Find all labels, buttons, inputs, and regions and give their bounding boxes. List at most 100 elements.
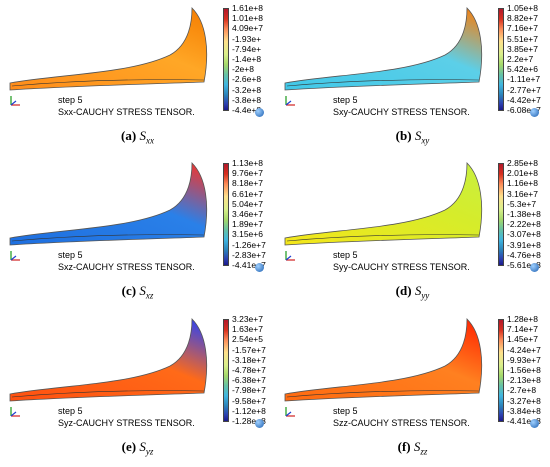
colorbar-tick: 2.85e+8 xyxy=(507,159,538,168)
step-label: step 5 xyxy=(333,250,358,260)
colorbar-ticks: 1.05e+8 8.82e+7 7.16e+7 5.51e+7 3.85e+7 2.2e+… xyxy=(507,4,550,116)
caption-symbol: S xyxy=(139,283,146,298)
caption-label: (f) xyxy=(397,439,411,454)
colorbar-tick: 5.42e+6 xyxy=(507,65,538,75)
axis-triad-icon xyxy=(285,407,295,417)
colorbar-tick: -4.4e+8 xyxy=(232,106,262,115)
subfigure-caption: (c) Sxz xyxy=(0,283,275,301)
colorbar-tick: 2.2e+7 xyxy=(507,55,534,64)
caption-label: (d) xyxy=(395,283,412,298)
caption-symbol: S xyxy=(139,128,146,143)
colorbar-tick: -4.41e+7 xyxy=(232,261,266,270)
colorbar-tick: -2.77e+7 xyxy=(507,85,541,95)
colorbar-tick: 2.54e+5 xyxy=(232,335,263,345)
panel-title: Syy-CAUCHY STRESS TENSOR. xyxy=(333,262,470,272)
caption-subscript: xy xyxy=(421,135,430,146)
panel-d: step 5 Syy-CAUCHY STRESS TENSOR. 2.85e+8 2.… xyxy=(275,155,550,310)
blade-shape xyxy=(284,318,483,402)
colorbar-tick: -4.42e+7 xyxy=(507,95,541,105)
colorbar-tick: -3.07e+8 xyxy=(507,230,541,240)
blade-shape xyxy=(9,7,208,91)
subfigure-caption: (e) Syz xyxy=(0,439,275,457)
colorbar-tick: -7.94e+ xyxy=(232,44,262,54)
caption-label: (e) xyxy=(121,439,137,454)
colorbar-tick: -2.7e+8 xyxy=(507,386,537,396)
panel-a: step 5 Sxx-CAUCHY STRESS TENSOR. 1.61e+8 1.… xyxy=(0,0,275,155)
colorbar-tick: -7.98e+7 xyxy=(232,386,266,396)
colorbar-tick: -1.11e+7 xyxy=(507,75,541,85)
caption-symbol: S xyxy=(414,128,422,143)
colorbar-tick: -1.28e+8 xyxy=(232,417,266,426)
colorbar-tick: 5.51e+7 xyxy=(507,34,538,44)
step-label: step 5 xyxy=(58,95,83,105)
colorbar-tick: 1.61e+8 xyxy=(232,4,263,13)
colorbar-ticks: 3.23e+7 1.63e+7 2.54e+5 -1.57e+7 -3.18e+7 -4.… xyxy=(232,315,275,427)
colorbar xyxy=(223,163,229,266)
colorbar-tick: 3.46e+7 xyxy=(232,210,263,219)
colorbar-tick: 7.16e+7 xyxy=(507,24,538,34)
caption-symbol: S xyxy=(414,283,422,298)
step-label: step 5 xyxy=(333,95,358,105)
panel-title: Sxz-CAUCHY STRESS TENSOR. xyxy=(58,262,195,272)
blade-shape xyxy=(9,162,208,246)
colorbar xyxy=(498,319,504,422)
colorbar-tick: 8.82e+7 xyxy=(507,14,538,24)
colorbar-tick: -5.3e+7 xyxy=(507,199,537,209)
colorbar-tick: 3.23e+7 xyxy=(232,315,263,324)
subfigure-caption: (a) Sxx xyxy=(0,128,275,146)
caption-subscript: xz xyxy=(145,290,154,301)
colorbar-ticks: 1.28e+8 7.14e+7 1.45e+7 -4.24e+7 -9.93e+7 -1.… xyxy=(507,315,550,427)
colorbar-tick: 1.16e+8 xyxy=(507,179,538,189)
axis-triad-icon xyxy=(285,96,295,106)
colorbar xyxy=(498,8,504,111)
colorbar-tick: -1.26e+7 xyxy=(232,240,266,250)
colorbar-tick: -2.22e+8 xyxy=(507,220,541,230)
colorbar-tick: -6.08e+7 xyxy=(507,106,541,115)
colorbar-tick: -1.56e+8 xyxy=(507,366,541,375)
globe-icon xyxy=(255,263,264,272)
panel-c: step 5 Sxz-CAUCHY STRESS TENSOR. 1.13e+8 9.… xyxy=(0,155,275,310)
axis-triad-icon xyxy=(285,251,295,261)
panel-b: step 5 Sxy-CAUCHY STRESS TENSOR. 1.05e+8 8.… xyxy=(275,0,550,155)
step-label: step 5 xyxy=(333,406,358,416)
colorbar-tick: -9.93e+7 xyxy=(507,355,541,365)
subfigure-caption: (b) Sxy xyxy=(275,128,550,146)
colorbar-tick: -9.58e+7 xyxy=(232,396,266,406)
colorbar-tick: -3.84e+8 xyxy=(507,406,541,416)
globe-icon xyxy=(255,108,264,117)
colorbar-tick: -1.38e+8 xyxy=(507,210,541,219)
globe-icon xyxy=(530,263,539,272)
colorbar-tick: 8.18e+7 xyxy=(232,179,263,189)
colorbar-tick: -2.13e+8 xyxy=(507,376,541,386)
colorbar-tick: -4.24e+7 xyxy=(507,345,541,355)
globe-icon xyxy=(255,419,264,428)
caption-subscript: xx xyxy=(145,135,154,146)
colorbar-tick: -4.76e+8 xyxy=(507,250,541,260)
colorbar-tick: 7.14e+7 xyxy=(507,325,538,335)
colorbar xyxy=(223,8,229,111)
colorbar-tick: -1.57e+7 xyxy=(232,345,266,355)
colorbar-tick: 6.61e+7 xyxy=(232,189,263,199)
panel-e: step 5 Syz-CAUCHY STRESS TENSOR. 3.23e+7 1.… xyxy=(0,311,275,466)
caption-label: (b) xyxy=(395,128,412,143)
blade-shape xyxy=(9,318,208,402)
caption-label: (a) xyxy=(121,128,137,143)
subfigure-caption: (f) Szz xyxy=(275,439,550,457)
colorbar-tick: 1.45e+7 xyxy=(507,335,538,345)
panel-title: Syz-CAUCHY STRESS TENSOR. xyxy=(58,418,195,428)
colorbar-tick: -4.41e+8 xyxy=(507,417,541,426)
globe-icon xyxy=(530,419,539,428)
colorbar xyxy=(498,163,504,266)
colorbar-tick: 1.28e+8 xyxy=(507,315,538,324)
caption-subscript: zz xyxy=(420,446,428,457)
subfigure-caption: (d) Syy xyxy=(275,283,550,301)
panel-title: Szz-CAUCHY STRESS TENSOR. xyxy=(333,418,470,428)
colorbar-tick: -2e+8 xyxy=(232,65,254,75)
colorbar-tick: -3.8e+8 xyxy=(232,95,262,105)
colorbar-tick: -2.83e+7 xyxy=(232,250,266,260)
colorbar-tick: -3.27e+8 xyxy=(507,396,541,406)
colorbar-tick: 9.76e+7 xyxy=(232,169,263,179)
caption-subscript: yy xyxy=(421,290,430,301)
colorbar-ticks: 1.13e+8 9.76e+7 8.18e+7 6.61e+7 5.04e+7 3.46e… xyxy=(232,159,275,271)
colorbar-tick: 2.01e+8 xyxy=(507,169,538,179)
